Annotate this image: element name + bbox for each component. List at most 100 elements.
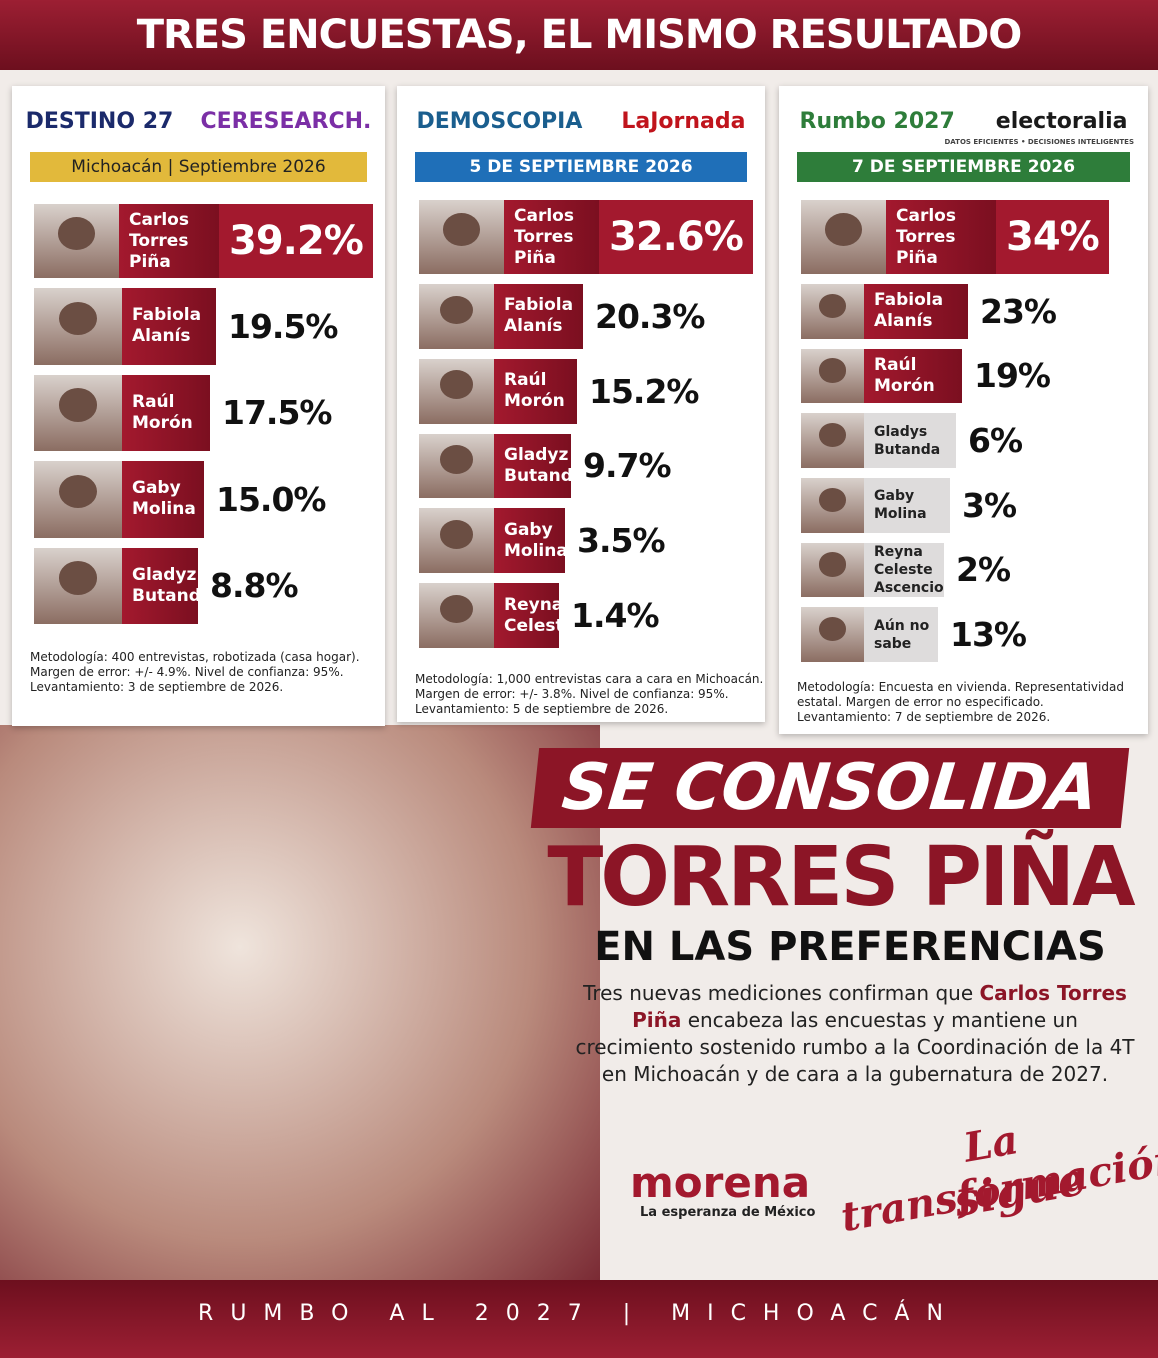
name-line: Morón — [504, 391, 565, 412]
logos: Rumbo 2027 electoralia DATOS EFICIENTES • … — [779, 96, 1148, 147]
name-line: Molina — [874, 506, 927, 523]
candidate-photo — [419, 508, 494, 574]
name-line: Aún no sabe — [874, 617, 930, 652]
candidate-name: Reyna Celeste Ascencio — [864, 542, 944, 598]
candidate-row: Reyna Celeste Ascencio 2% — [801, 542, 1011, 598]
candidate-photo — [34, 461, 122, 538]
percentage: 1.4% — [571, 596, 660, 636]
candidate-name: Fabiola Alanís — [494, 284, 583, 349]
candidate-row: Raúl Morón 19% — [801, 348, 1051, 404]
date-banner: Michoacán | Septiembre 2026 — [30, 152, 367, 182]
name-line: Raúl — [132, 391, 175, 412]
percentage: 39.2% — [219, 204, 373, 278]
candidate-name: Raúl Morón — [494, 358, 577, 424]
methodology-line: Margen de error: +/- 3.8%. Nivel de conf… — [415, 687, 729, 701]
candidate-name: Gaby Molina — [864, 478, 950, 533]
methodology-line: Levantamiento: 7 de septiembre de 2026. — [797, 710, 1051, 724]
candidate-row: Gaby Molina 3% — [801, 478, 1017, 533]
candidate-photo — [801, 284, 864, 339]
candidate-photo — [801, 478, 864, 533]
candidate-row: Gladyz Butanda 9.7% — [419, 433, 672, 499]
name-line: Butanda — [504, 465, 585, 486]
candidate-name: Raúl Morón — [864, 348, 962, 404]
name-line: Gladyz — [132, 564, 197, 585]
candidate-row: Gaby Molina 3.5% — [419, 508, 666, 574]
name-line: Raúl — [504, 370, 547, 391]
methodology-line: Metodología: 400 entrevistas, robotizada… — [30, 650, 360, 664]
candidate-photo — [801, 200, 886, 274]
logo: DATOS EFICIENTES • DECISIONES INTELIGENT… — [944, 138, 1134, 146]
body-bold: Carlos Torres Piña — [632, 981, 1127, 1032]
candidate-photo — [419, 433, 494, 499]
name-line: Gladyz — [504, 444, 569, 465]
candidate-photo — [801, 348, 864, 404]
logo: electoralia — [995, 108, 1128, 134]
name-line: Torres Piña — [129, 230, 189, 272]
candidate-row: Fabiola Alanís 20.3% — [419, 284, 705, 349]
candidate-photo — [34, 374, 122, 451]
name-line: Raúl — [874, 354, 917, 375]
candidate-name: Reyna Celeste — [494, 583, 576, 648]
candidate-photo — [801, 542, 864, 598]
candidate-row: Carlos Torres Piña 34% — [801, 200, 1109, 274]
name-line: Reyna — [504, 594, 564, 615]
photo — [0, 725, 600, 1280]
percentage: 15.2% — [589, 371, 699, 411]
name-line: Reyna Celeste — [874, 543, 933, 578]
percentage: 13% — [950, 615, 1027, 655]
percentage: 3.5% — [577, 521, 666, 561]
headline-1: SE CONSOLIDA — [530, 748, 1130, 828]
name-line: Gaby — [874, 488, 915, 505]
methodology: Metodología: 400 entrevistas, robotizada… — [30, 650, 360, 695]
candidate-name: Gladys Butanda — [864, 413, 956, 468]
logo: Rumbo 2027 — [799, 108, 955, 134]
brand-tagline: La esperanza de México — [640, 1205, 816, 1220]
name-line: Fabiola — [874, 290, 944, 311]
name-line: Celeste — [504, 615, 576, 636]
candidate-row: Gladyz Butanda 8.8% — [34, 547, 299, 624]
candidate-row: Reyna Celeste 1.4% — [419, 583, 660, 648]
body-text: Tres nuevas mediciones confirman que Car… — [575, 980, 1135, 1088]
candidate-photo — [34, 204, 119, 278]
name-line: Gaby — [132, 478, 181, 499]
candidate-name: Gaby Molina — [122, 461, 204, 538]
percentage: 15.0% — [216, 479, 326, 519]
percentage: 32.6% — [599, 200, 753, 274]
name-line: Carlos — [896, 205, 956, 226]
candidate-row: Carlos Torres Piña 32.6% — [419, 200, 753, 274]
name-line: Molina — [132, 499, 196, 520]
name-line: Carlos — [129, 209, 189, 230]
title: TRES ENCUESTAS, EL MISMO RESULTADO — [0, 0, 1158, 70]
candidate-photo — [801, 413, 864, 468]
percentage: 2% — [956, 550, 1011, 590]
name-line: Butanda — [132, 585, 213, 606]
poll-panel: DESTINO 27 CERESEARCH. Michoacán | Septiem… — [12, 86, 385, 726]
name-line: Fabiola — [504, 295, 574, 316]
date-banner: 5 DE SEPTIEMBRE 2026 — [415, 152, 747, 182]
methodology: Metodología: Encuesta en vivienda. Repre… — [797, 680, 1124, 725]
logos: DEMOSCOPIA LaJornada — [397, 96, 765, 146]
candidate-name: Fabiola Alanís — [864, 284, 968, 339]
name-line: Morón — [874, 375, 935, 396]
candidate-photo — [419, 583, 494, 648]
candidate-name: Gladyz Butanda — [122, 547, 213, 624]
name-line: Molina — [504, 540, 568, 561]
candidate-row: Raúl Morón 15.2% — [419, 358, 699, 424]
candidate-photo — [801, 607, 864, 662]
percentage: 34% — [996, 200, 1109, 274]
headline-2: TORRES PIÑA — [547, 830, 1135, 925]
candidate-name: Raúl Morón — [122, 374, 210, 451]
name-line: Alanís — [132, 326, 191, 347]
candidate-row: Gaby Molina 15.0% — [34, 461, 326, 538]
candidate-photo — [419, 284, 494, 349]
candidate-row: Aún no sabe 13% — [801, 607, 1027, 662]
percentage: 23% — [980, 291, 1057, 331]
percentage: 9.7% — [583, 446, 672, 486]
name-line: Gaby — [504, 519, 553, 540]
name-line: Morón — [132, 412, 193, 433]
logos: DESTINO 27 CERESEARCH. — [12, 96, 385, 146]
methodology-line: Metodología: Encuesta en vivienda. Repre… — [797, 680, 1124, 694]
name-line: Carlos — [514, 205, 574, 226]
percentage: 3% — [962, 485, 1017, 525]
